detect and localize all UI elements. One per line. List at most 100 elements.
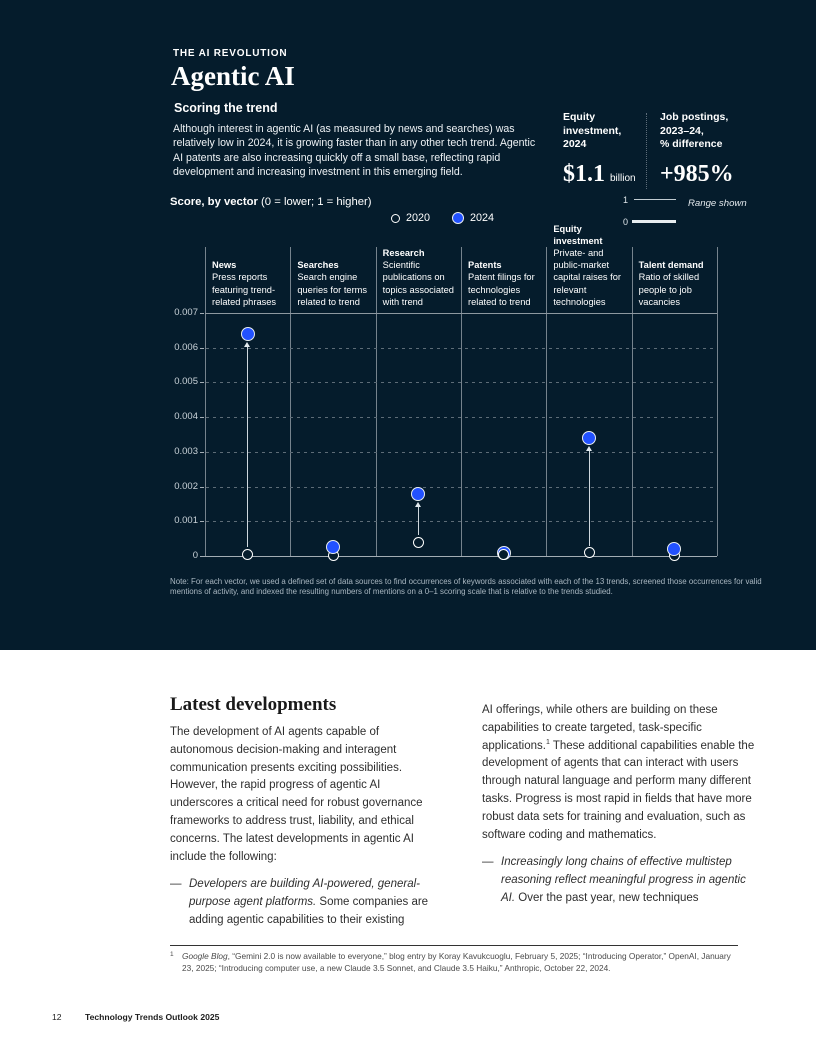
bullet-text: Increasingly long chains of effective mu…	[501, 854, 756, 907]
stat-value: +985%	[660, 160, 734, 187]
column-title: Research	[382, 247, 425, 258]
article-section: Latest developments The development of A…	[0, 650, 816, 1056]
stat-value-row: $1.1 billion	[563, 161, 643, 188]
column-description: Scientific publications on topics associ…	[382, 260, 454, 307]
footnote-reference: 1	[545, 738, 550, 746]
trend-score-panel: THE AI REVOLUTION Agentic AI Scoring the…	[0, 0, 816, 650]
data-point-2020	[412, 536, 424, 548]
gridline	[206, 417, 716, 419]
column-title: Searches	[297, 260, 339, 271]
stat-label: Equity investment, 2024	[563, 111, 622, 150]
footnote-row: 1 Google Blog, “Gemini 2.0 is now availa…	[170, 951, 738, 974]
change-arrow-line	[588, 447, 590, 546]
bullet-text: Developers are building AI-powered, gene…	[189, 876, 442, 929]
bullet-lead-italic: Increasingly long chains of effective mu…	[501, 856, 746, 904]
y-axis-tick	[200, 382, 204, 384]
report-title: Technology Trends Outlook 2025	[84, 1012, 220, 1022]
y-axis-label: 0.001	[174, 515, 198, 527]
chart-legend: 2020 2024	[391, 212, 494, 224]
scoring-paragraph: Although interest in agentic AI (as meas…	[173, 123, 536, 179]
y-axis-label: 0.003	[174, 445, 198, 457]
range-max-line	[634, 199, 676, 200]
bullet-dash: —	[482, 856, 494, 869]
column-separator	[546, 247, 548, 556]
article-paragraph: AI offerings, while others are building …	[482, 702, 756, 844]
column-title: News	[212, 260, 237, 271]
data-point-2024	[411, 486, 426, 501]
gridline	[206, 382, 716, 384]
column-description: Search engine queries for terms related …	[297, 272, 368, 307]
bullet-rest: Some companies are adding agentic capabi…	[189, 896, 429, 926]
bullet-item: — Developers are building AI-powered, ge…	[170, 876, 442, 929]
bullet-dash: —	[170, 878, 182, 891]
hollow-circle-icon	[391, 213, 400, 223]
change-arrow-head	[414, 501, 421, 507]
page-number: 12	[52, 1012, 62, 1022]
column-description: Ratio of skilled people to job vacancies	[638, 272, 700, 307]
stat-unit: billion	[610, 172, 636, 184]
filled-circle-icon	[452, 212, 465, 224]
column-title: Equity investment	[553, 223, 603, 246]
data-point-2020	[498, 548, 510, 560]
paragraph-part: These additional capabilities enable the…	[482, 739, 755, 841]
data-point-2024	[667, 542, 682, 557]
chart-title-scale: (0 = lower; 1 = higher)	[257, 196, 372, 208]
stat-label: Job postings, 2023–24, % difference	[660, 111, 729, 150]
data-point-2024	[582, 430, 596, 445]
y-axis-label: 0.007	[174, 307, 198, 318]
data-point-2020	[242, 548, 254, 560]
column-title: Talent demand	[638, 260, 704, 271]
bullet-rest: Over the past year, new techniques	[515, 891, 699, 904]
column-header-searches: Searches Search engine queries for terms …	[290, 247, 375, 313]
footnote-body: , “Gemini 2.0 is now available to everyo…	[182, 951, 731, 973]
column-separator	[461, 247, 462, 556]
footnote-marker: 1	[170, 951, 174, 958]
score-chart: 0 0.001 0.002 0.003 0.004 0.005 0.006 0.007 News…	[174, 224, 718, 561]
y-axis-tick	[200, 486, 204, 488]
column-description: Patent filings for technologies related …	[468, 272, 535, 307]
footnote-divider	[170, 945, 738, 946]
legend-item-2020: 2020	[391, 212, 430, 224]
scoring-heading: Scoring the trend	[174, 101, 278, 115]
change-arrow-line	[247, 343, 249, 548]
section-eyebrow: THE AI REVOLUTION	[173, 48, 288, 59]
footnote-text: Google Blog, “Gemini 2.0 is now availabl…	[182, 951, 738, 974]
change-arrow-head	[585, 445, 592, 451]
y-axis-label: 0	[192, 550, 198, 561]
legend-item-2024: 2024	[452, 212, 494, 224]
column-header-patents: Patents Patent filings for technologies r…	[461, 247, 546, 313]
article-paragraph: The development of AI agents capable of …	[170, 726, 423, 863]
stat-equity-investment: Equity investment, 2024 $1.1 billion	[563, 111, 643, 188]
stat-job-postings: Job postings, 2023–24, % difference +985…	[660, 111, 780, 188]
y-axis-tick	[200, 313, 204, 314]
gridline	[206, 521, 716, 523]
y-axis-tick	[200, 417, 204, 419]
chart-note: Note: For each vector, we used a defined…	[170, 577, 762, 597]
column-header-talent-demand: Talent demand Ratio of skilled people to …	[632, 247, 717, 313]
footnote-source-italic: Google Blog	[182, 951, 228, 961]
range-max-label: 1	[622, 195, 628, 205]
y-axis-label: 0.002	[174, 480, 198, 492]
x-axis-line	[200, 556, 717, 557]
page-footer: 12 Technology Trends Outlook 2025	[52, 1012, 219, 1022]
y-axis-tick	[200, 521, 204, 523]
stats-divider	[646, 113, 647, 189]
y-axis-tick	[200, 347, 204, 349]
bullet-lead-italic: Developers are building AI-powered, gene…	[189, 878, 420, 909]
range-shown-line	[632, 220, 676, 223]
y-axis-tick	[200, 451, 204, 453]
gridline	[206, 486, 716, 488]
article-column-left: The development of AI agents capable of …	[170, 724, 442, 930]
column-separator	[375, 247, 377, 556]
change-arrow-line	[417, 503, 419, 536]
data-point-2024	[240, 326, 255, 341]
chart-title-bold: Score, by vector	[170, 196, 258, 208]
gridline	[206, 347, 716, 349]
chart-title: Score, by vector (0 = lower; 1 = higher)	[170, 196, 372, 208]
y-axis-label: 0.006	[174, 341, 198, 353]
y-axis-label: 0.004	[174, 411, 198, 423]
plot-top-border	[205, 313, 717, 314]
column-description: Private- and public-market capital raise…	[553, 247, 622, 307]
change-arrow-head	[244, 341, 251, 347]
